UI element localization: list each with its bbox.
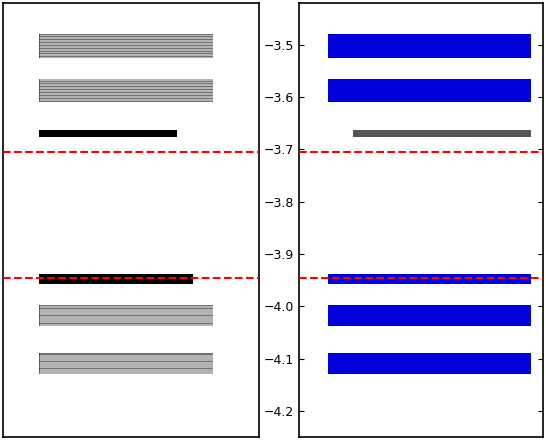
Bar — [328, 79, 531, 102]
Bar — [39, 79, 213, 102]
Bar — [328, 34, 531, 58]
Bar — [328, 353, 531, 374]
Bar — [328, 305, 531, 326]
Bar — [39, 130, 177, 137]
Bar — [39, 274, 193, 284]
Bar — [39, 34, 213, 58]
Bar — [353, 130, 531, 137]
Bar — [328, 274, 531, 284]
Bar — [39, 353, 213, 374]
Bar — [39, 305, 213, 326]
